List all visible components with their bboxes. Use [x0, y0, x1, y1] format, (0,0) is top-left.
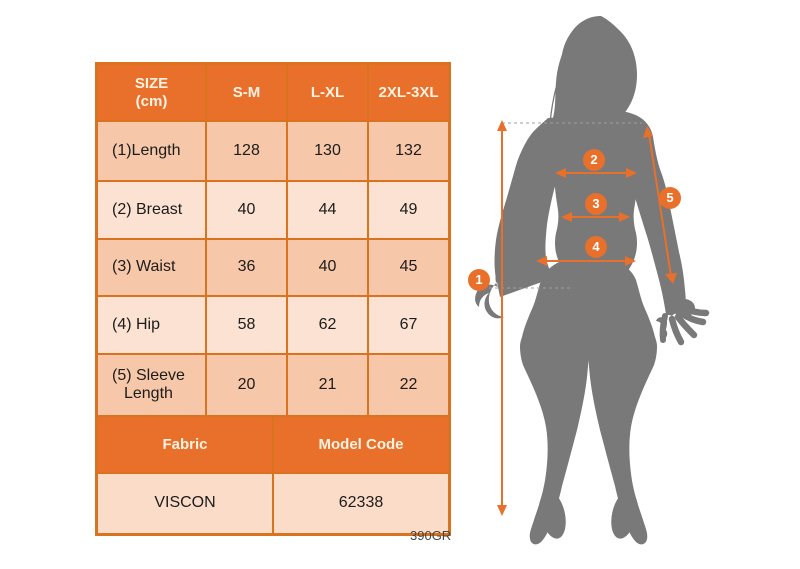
svg-text:3: 3 [592, 196, 599, 211]
svg-text:5: 5 [666, 190, 673, 205]
svg-text:1: 1 [475, 272, 482, 287]
svg-text:2: 2 [590, 152, 597, 167]
svg-text:4: 4 [592, 239, 600, 254]
